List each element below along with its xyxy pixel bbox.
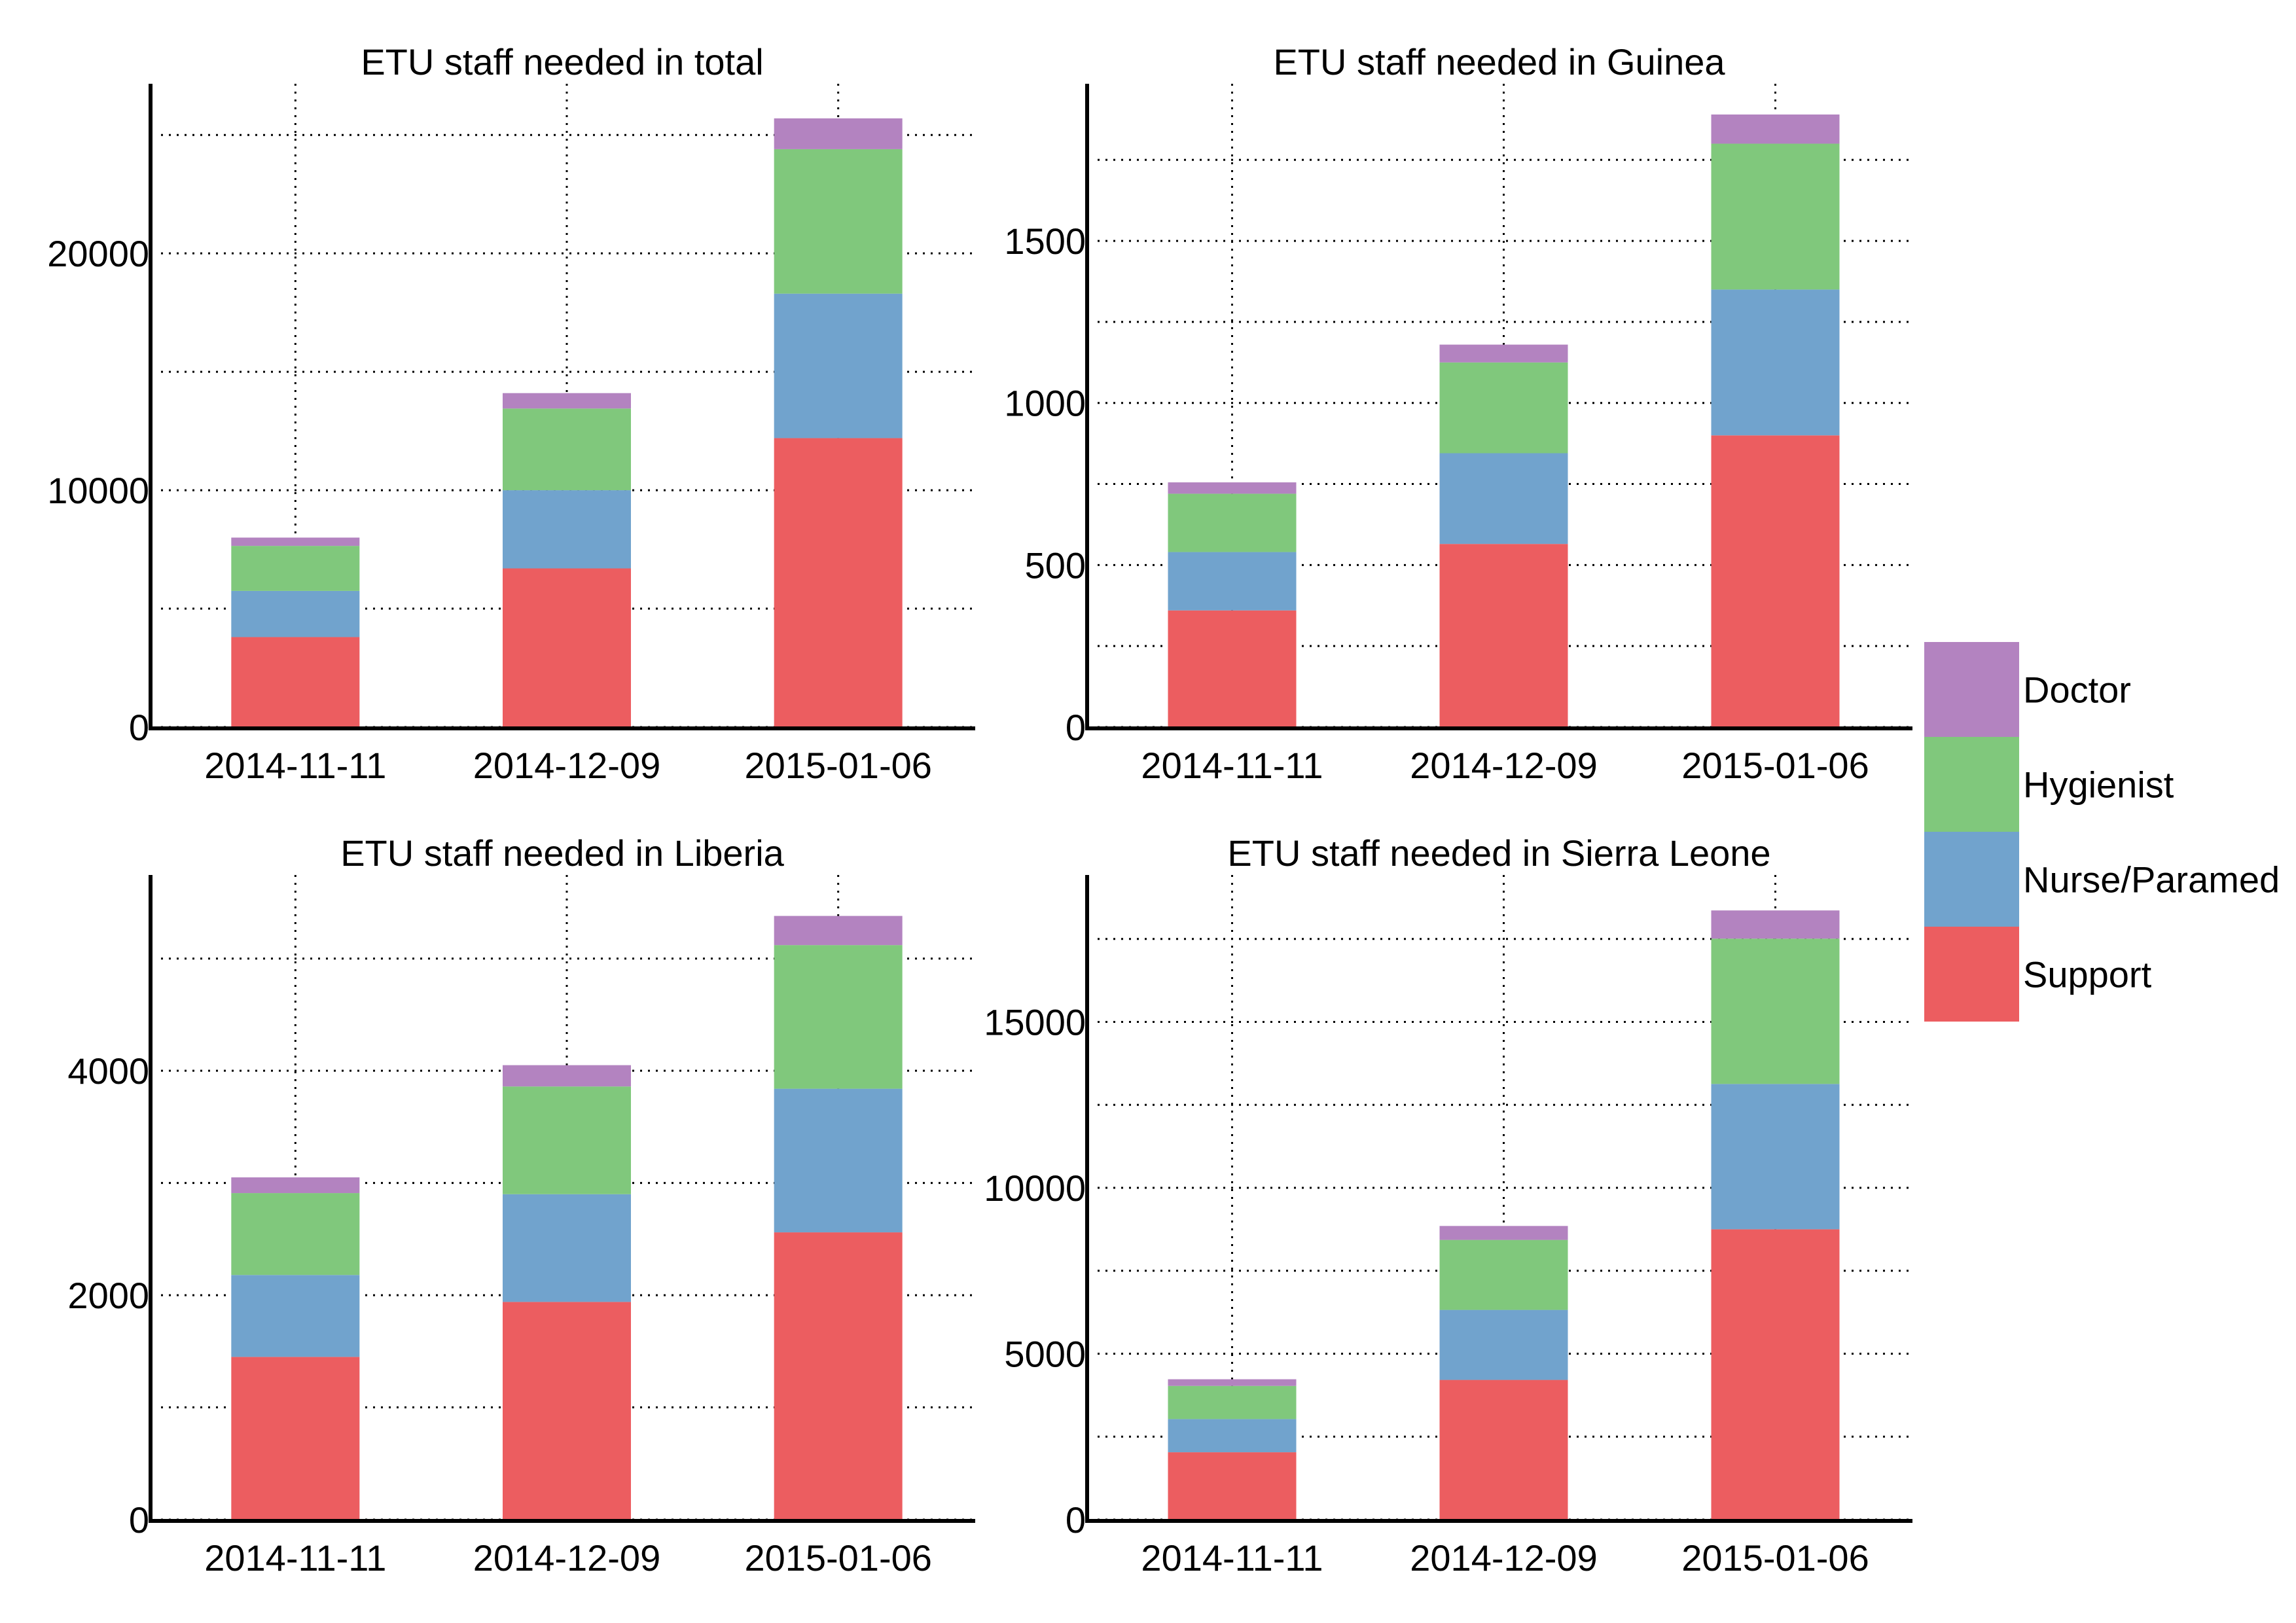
bar-support-3 — [774, 438, 903, 727]
panel-title: ETU staff needed in Guinea — [1273, 41, 1725, 82]
y-tick-label: 20000 — [47, 233, 149, 274]
bar-support-1 — [231, 1357, 360, 1520]
bar-support-1 — [1168, 610, 1297, 727]
bar-nurse-paramed-3 — [1711, 289, 1840, 436]
bar-hygienist-2 — [1439, 1240, 1568, 1310]
x-tick-label: 2015-01-06 — [744, 1537, 931, 1578]
x-tick-label: 2014-11-11 — [204, 1537, 386, 1578]
bars — [231, 118, 903, 727]
bar-doctor-1 — [1168, 482, 1297, 494]
bar-doctor-3 — [774, 916, 903, 946]
bar-support-2 — [1439, 544, 1568, 727]
legend-label: Hygienist — [2023, 764, 2174, 806]
bar-nurse-paramed-1 — [1168, 1419, 1297, 1453]
bars — [1168, 114, 1840, 727]
x-tick-label: 2014-11-11 — [204, 745, 386, 786]
x-tick-label: 2014-11-11 — [1141, 1537, 1323, 1578]
y-tick-label: 0 — [1066, 707, 1086, 748]
y-tick-label: 4000 — [67, 1050, 149, 1092]
bar-hygienist-1 — [1168, 1385, 1297, 1419]
chart-panel-1: 0 10000 20000 2014-11-11 2014-12-09 2015-01-0… — [47, 41, 975, 786]
legend-swatch-doctor — [1924, 642, 2019, 737]
bar-nurse-paramed-3 — [1711, 1084, 1840, 1230]
bar-hygienist-2 — [1439, 362, 1568, 454]
bar-doctor-2 — [1439, 1226, 1568, 1240]
legend-swatch-support — [1924, 927, 2019, 1022]
bar-support-3 — [1711, 435, 1840, 727]
bar-hygienist-1 — [1168, 493, 1297, 552]
bar-nurse-paramed-2 — [1439, 1310, 1568, 1380]
legend-label: Nurse/Paramed — [2023, 859, 2280, 901]
bar-doctor-3 — [774, 118, 903, 149]
bar-doctor-3 — [1711, 910, 1840, 939]
bar-hygienist-1 — [231, 546, 360, 591]
x-tick-label: 2015-01-06 — [744, 745, 931, 786]
x-tick-label: 2014-12-09 — [473, 745, 660, 786]
bar-support-2 — [1439, 1380, 1568, 1520]
y-tick-label: 0 — [129, 1499, 149, 1541]
x-tick-label: 2014-12-09 — [1410, 1537, 1597, 1578]
bar-nurse-paramed-3 — [774, 293, 903, 438]
bar-support-3 — [1711, 1229, 1840, 1520]
panel-title: ETU staff needed in Liberia — [340, 832, 784, 874]
x-tick-label: 2015-01-06 — [1681, 1537, 1869, 1578]
legend-swatch-nurse-paramed — [1924, 832, 2019, 927]
chart-panel-3: 0 2000 4000 2014-11-11 2014-12-09 2015-01-06 E… — [67, 832, 975, 1578]
bar-nurse-paramed-1 — [231, 590, 360, 637]
bar-hygienist-2 — [503, 1086, 631, 1194]
bar-nurse-paramed-1 — [1168, 552, 1297, 611]
bar-doctor-2 — [503, 1065, 631, 1087]
bar-support-2 — [503, 1302, 631, 1520]
bar-nurse-paramed-1 — [231, 1275, 360, 1357]
bar-support-3 — [774, 1232, 903, 1520]
bar-support-1 — [1168, 1452, 1297, 1520]
bar-doctor-3 — [1711, 114, 1840, 144]
bar-hygienist-3 — [774, 149, 903, 294]
bar-doctor-1 — [231, 537, 360, 546]
y-tick-label: 0 — [129, 707, 149, 748]
panel-title: ETU staff needed in Sierra Leone — [1227, 832, 1770, 874]
bar-hygienist-3 — [774, 945, 903, 1089]
bar-doctor-2 — [503, 393, 631, 409]
bar-nurse-paramed-3 — [774, 1088, 903, 1233]
y-tick-label: 10000 — [47, 470, 149, 511]
bars — [1168, 910, 1840, 1520]
legend-label: Doctor — [2023, 669, 2131, 711]
bar-hygienist-2 — [503, 408, 631, 491]
panel-title: ETU staff needed in total — [361, 41, 763, 82]
y-tick-label: 15000 — [984, 1002, 1086, 1043]
bar-nurse-paramed-2 — [503, 1194, 631, 1302]
bar-support-2 — [503, 568, 631, 727]
y-tick-label: 0 — [1066, 1499, 1086, 1541]
legend-label: Support — [2023, 954, 2152, 995]
bar-hygienist-3 — [1711, 938, 1840, 1084]
y-tick-label: 2000 — [67, 1275, 149, 1316]
x-tick-label: 2014-11-11 — [1141, 745, 1323, 786]
bar-support-1 — [231, 637, 360, 727]
bar-nurse-paramed-2 — [503, 490, 631, 569]
bar-doctor-1 — [1168, 1379, 1297, 1386]
bar-doctor-1 — [231, 1177, 360, 1194]
x-tick-label: 2014-12-09 — [473, 1537, 660, 1578]
bar-hygienist-1 — [231, 1193, 360, 1275]
chart-panel-4: 0 5000 10000 15000 2014-11-11 2014-12-09 2015-… — [984, 832, 1912, 1578]
y-tick-label: 5000 — [1004, 1334, 1086, 1375]
bars — [231, 916, 903, 1520]
bar-nurse-paramed-2 — [1439, 453, 1568, 544]
legend: Doctor Hygienist Nurse/Paramed Support — [1924, 642, 2280, 1022]
y-tick-label: 10000 — [984, 1168, 1086, 1209]
legend-swatch-hygienist — [1924, 737, 2019, 832]
x-tick-label: 2015-01-06 — [1681, 745, 1869, 786]
bar-doctor-2 — [1439, 344, 1568, 363]
y-tick-label: 500 — [1025, 544, 1086, 586]
y-tick-label: 1500 — [1004, 221, 1086, 262]
x-tick-label: 2014-12-09 — [1410, 745, 1597, 786]
chart-panel-2: 0 500 1000 1500 2014-11-11 2014-12-09 2015-01-… — [1004, 41, 1912, 786]
bar-hygienist-3 — [1711, 143, 1840, 290]
y-tick-label: 1000 — [1004, 383, 1086, 424]
